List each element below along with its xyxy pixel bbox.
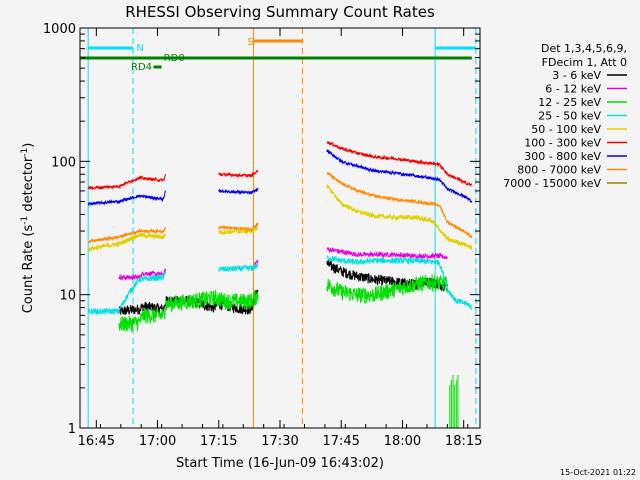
series-1-segment-2	[326, 247, 448, 261]
y-axis-label-end: )	[21, 143, 36, 148]
x-tick-label-6: 18:15	[445, 434, 482, 449]
series-3-segment-0	[87, 270, 167, 316]
series-7-segment-2	[326, 171, 473, 239]
legend-label-4: 50 - 100 keV	[531, 123, 601, 136]
series-2-segment-0	[118, 288, 259, 332]
chart-title: RHESSI Observing Summary Count Rates	[125, 3, 435, 21]
y-tick-label-3: 1000	[43, 22, 76, 37]
y-axis-label-main: Count Rate (s	[21, 225, 36, 314]
y-axis-label-sup1: -1	[20, 216, 30, 225]
series-4-segment-0	[87, 231, 167, 253]
legend-label-8: 7000 - 15000 keV	[503, 177, 601, 190]
y-axis-label: Count Rate (s-1 detector-1)	[20, 143, 36, 314]
series-6-segment-2	[326, 149, 473, 204]
x-tick-label-3: 17:30	[261, 434, 298, 449]
legend-header-line2: FDecim 1, Att 0	[542, 56, 627, 69]
series-7-segment-0	[87, 226, 166, 244]
series-6-segment-1	[218, 187, 259, 196]
x-tick-label-4: 17:45	[322, 434, 359, 449]
y-axis: 1 10 100 1000	[43, 22, 480, 437]
x-tick-label-0: 16:45	[78, 434, 115, 449]
rd4-label: RD4	[131, 62, 152, 73]
series-2-segment-1	[326, 274, 448, 305]
x-tick-label-2: 17:15	[200, 434, 237, 449]
plot-area: N S RD0 RD4	[80, 28, 477, 428]
series-7-segment-1	[218, 222, 259, 233]
saa-label: S	[247, 37, 253, 48]
series-5-segment-1	[218, 170, 259, 179]
y-tick-label-1: 10	[59, 289, 76, 304]
series-3-segment-2	[326, 255, 472, 311]
legend: Det 1,3,4,5,6,9, FDecim 1, Att 0 3 - 6 k…	[503, 42, 627, 190]
y-tick-label-0: 1	[68, 422, 76, 437]
legend-label-5: 100 - 300 keV	[524, 137, 601, 150]
series-4-segment-1	[218, 226, 259, 236]
legend-label-2: 12 - 25 keV	[538, 96, 601, 109]
legend-label-7: 800 - 7000 keV	[517, 164, 601, 177]
y-axis-label-mid: detector	[21, 156, 36, 216]
legend-label-0: 3 - 6 keV	[552, 69, 601, 82]
series-3-segment-1	[218, 263, 259, 272]
rd0-label: RD0	[164, 53, 185, 64]
x-axis: 16:45 17:00 17:15 17:30 17:45 18:00 18:15	[78, 28, 482, 449]
series-4-segment-2	[326, 184, 473, 250]
x-tick-label-5: 18:00	[384, 434, 421, 449]
legend-header-line1: Det 1,3,4,5,6,9,	[541, 42, 627, 55]
series-5-segment-2	[326, 141, 473, 187]
y-axis-label-sup2: -1	[20, 148, 30, 157]
timestamp: 15-Oct-2021 01:22	[560, 468, 636, 477]
x-tick-label-1: 17:00	[139, 434, 176, 449]
legend-label-3: 25 - 50 keV	[538, 110, 601, 123]
series-6-segment-0	[87, 190, 167, 207]
legend-label-1: 6 - 12 keV	[545, 83, 601, 96]
series-5-segment-0	[87, 173, 167, 191]
y-tick-label-2: 100	[51, 155, 76, 170]
x-axis-label: Start Time (16-Jun-09 16:43:02)	[176, 456, 384, 471]
legend-label-6: 300 - 800 keV	[524, 150, 601, 163]
night-label: N	[136, 43, 143, 54]
